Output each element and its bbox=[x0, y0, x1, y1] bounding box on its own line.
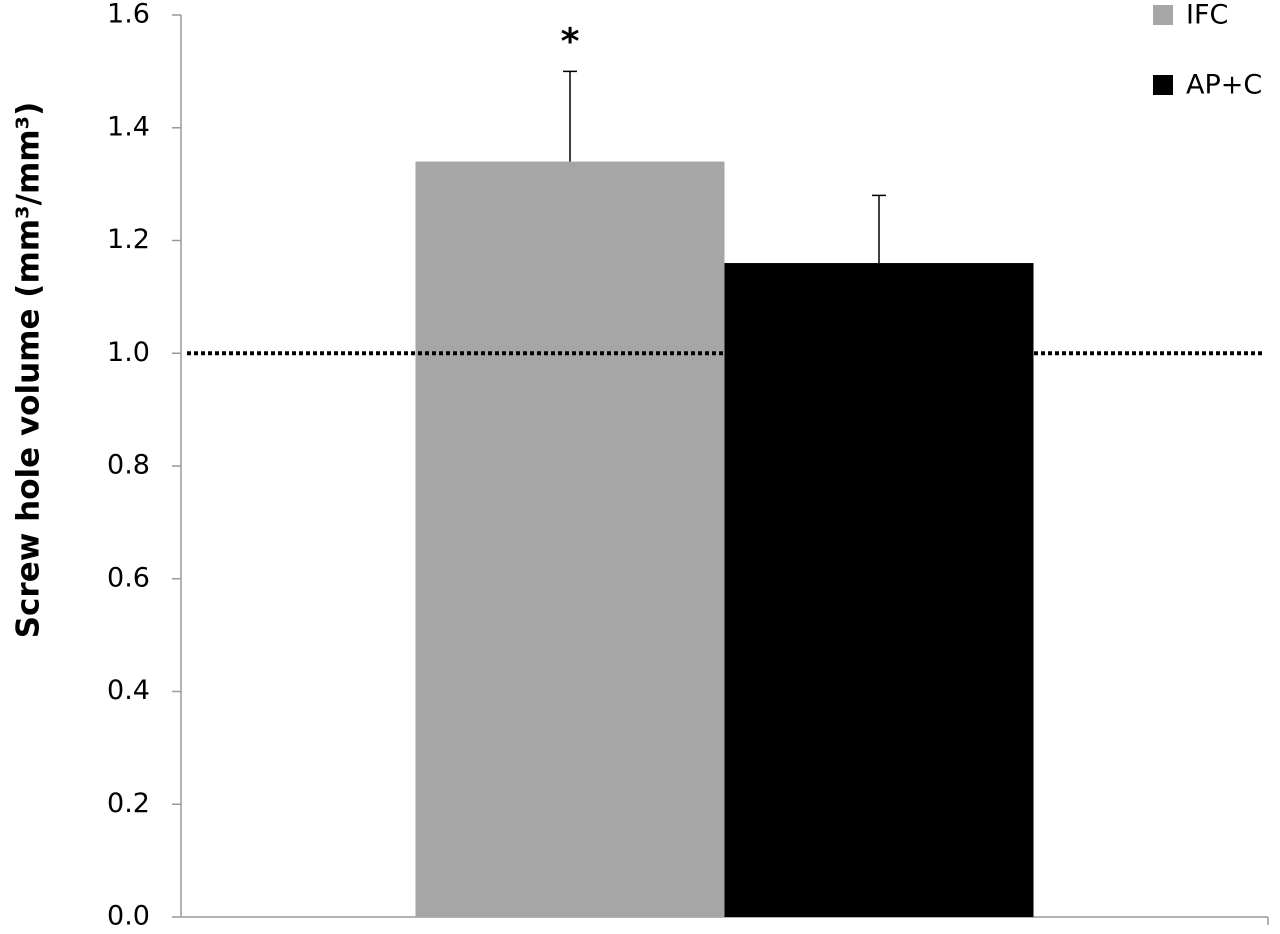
bar bbox=[415, 161, 725, 917]
y-tick-label: 0.6 bbox=[107, 562, 150, 593]
legend-label: AP+C bbox=[1186, 70, 1262, 101]
y-tick-label: 1.6 bbox=[107, 0, 150, 30]
bar bbox=[724, 263, 1034, 917]
y-tick-label: 1.2 bbox=[107, 224, 150, 255]
y-tick-label: 0.8 bbox=[107, 450, 150, 481]
legend-label: IFC bbox=[1186, 0, 1228, 31]
y-tick-label: 0.2 bbox=[107, 788, 150, 819]
annotation: * bbox=[561, 21, 580, 62]
y-tick-label: 1.4 bbox=[107, 111, 150, 142]
legend-swatch bbox=[1153, 5, 1173, 25]
y-tick-label: 1.0 bbox=[107, 337, 150, 368]
y-tick-label: 0.0 bbox=[107, 901, 150, 932]
legend-swatch bbox=[1153, 75, 1173, 95]
y-tick-label: 0.4 bbox=[107, 675, 150, 706]
y-axis-label: Screw hole volume (mm³/mm³) bbox=[11, 102, 47, 639]
